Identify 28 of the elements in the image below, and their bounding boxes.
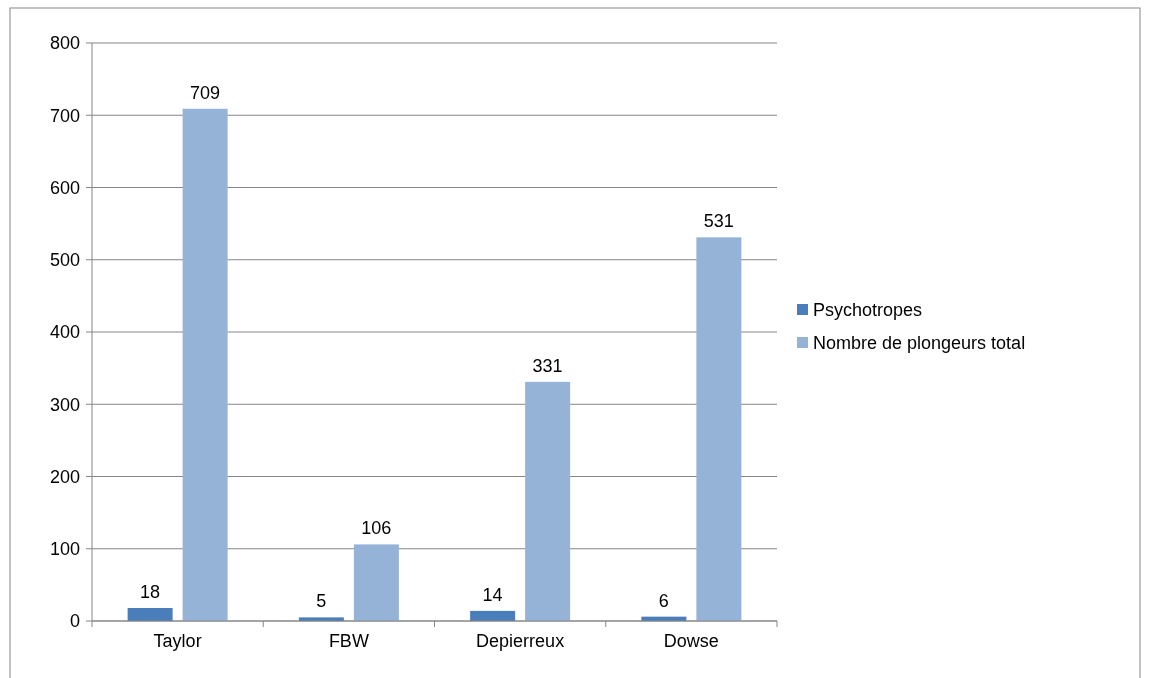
y-tick-label: 200 [49,466,80,487]
data-label: 5 [316,591,327,612]
data-label: 709 [190,82,221,103]
y-tick-label: 0 [69,611,80,632]
legend-label: Psychotropes [813,300,923,321]
data-label: 106 [361,518,392,539]
y-tick-label: 300 [49,394,80,415]
data-label: 18 [140,581,161,602]
bar [127,608,173,621]
y-tick-label: 600 [49,177,80,198]
y-tick-label: 700 [49,105,80,126]
legend-label: Nombre de plongeurs total [813,333,1026,354]
x-tick-label: Taylor [153,631,202,651]
x-tick-label: Depierreux [476,631,565,651]
data-label: 14 [482,584,503,605]
data-label: 531 [703,211,734,232]
bar [696,237,742,621]
bar [525,381,571,621]
data-label: 331 [532,355,563,376]
bar [182,108,228,621]
x-tick-label: FBW [328,631,369,651]
y-tick-label: 500 [49,250,80,271]
y-tick-label: 800 [49,33,80,54]
y-tick-label: 100 [49,539,80,560]
data-label: 6 [658,590,669,611]
y-tick-label: 400 [49,322,80,343]
bar [353,544,399,621]
x-tick-label: Dowse [663,631,719,651]
